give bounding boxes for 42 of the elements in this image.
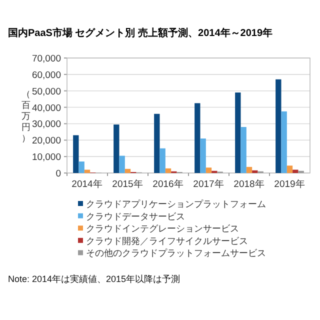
bar xyxy=(240,127,246,173)
x-tick-label: 2019年 xyxy=(274,178,306,190)
bar xyxy=(276,79,282,173)
bar xyxy=(160,148,166,173)
bar xyxy=(252,170,258,173)
bar xyxy=(165,168,172,173)
bar xyxy=(194,103,200,173)
bar xyxy=(246,166,252,173)
chart-title: 国内PaaS市場 セグメント別 売上額予測、2014年～2019年 xyxy=(8,27,273,39)
bar xyxy=(114,124,120,173)
text: Note: 2014年は実績値、2015年以降は予測 xyxy=(8,274,180,284)
bar xyxy=(200,138,206,173)
bar xyxy=(286,166,293,173)
x-tick-label: 2018年 xyxy=(234,178,265,190)
legend-label: クラウドインテグレーションサービス xyxy=(86,224,239,234)
x-tick-label: 2016年 xyxy=(152,178,184,190)
y-tick-label: 70,000 xyxy=(32,54,61,64)
legend-label: その他のクラウドプラットフォームサービス xyxy=(86,248,266,258)
bar xyxy=(73,135,79,173)
bar xyxy=(84,170,90,173)
legend-label: クラウド開発／ライフサイクルサービス xyxy=(86,236,248,246)
y-tick-label: 50,000 xyxy=(32,86,61,98)
y-tick-label: 0 xyxy=(56,168,61,180)
y-tick-label: 30,000 xyxy=(32,119,61,130)
bar xyxy=(292,170,298,173)
bar xyxy=(78,162,84,173)
legend-label: クラウドアプリケーションプラットフォーム xyxy=(86,199,266,209)
bar xyxy=(119,156,125,173)
y-tick-label: 40,000 xyxy=(32,102,61,114)
x-tick-label: 2015年 xyxy=(112,178,144,190)
x-tick-label: 2017年 xyxy=(193,178,224,190)
bar xyxy=(206,168,212,173)
bar xyxy=(124,168,131,173)
bar xyxy=(154,114,160,173)
legend-label: クラウドデータサービス xyxy=(86,211,185,222)
y-tick-label: 60,000 xyxy=(32,70,61,81)
x-tick-label: 2014年 xyxy=(72,178,103,190)
bar xyxy=(281,111,287,173)
y-tick-label: 10,000 xyxy=(32,152,61,164)
bar xyxy=(235,92,241,173)
y-tick-label: 20,000 xyxy=(32,136,61,147)
y-axis-title: （百万円） xyxy=(22,89,30,143)
